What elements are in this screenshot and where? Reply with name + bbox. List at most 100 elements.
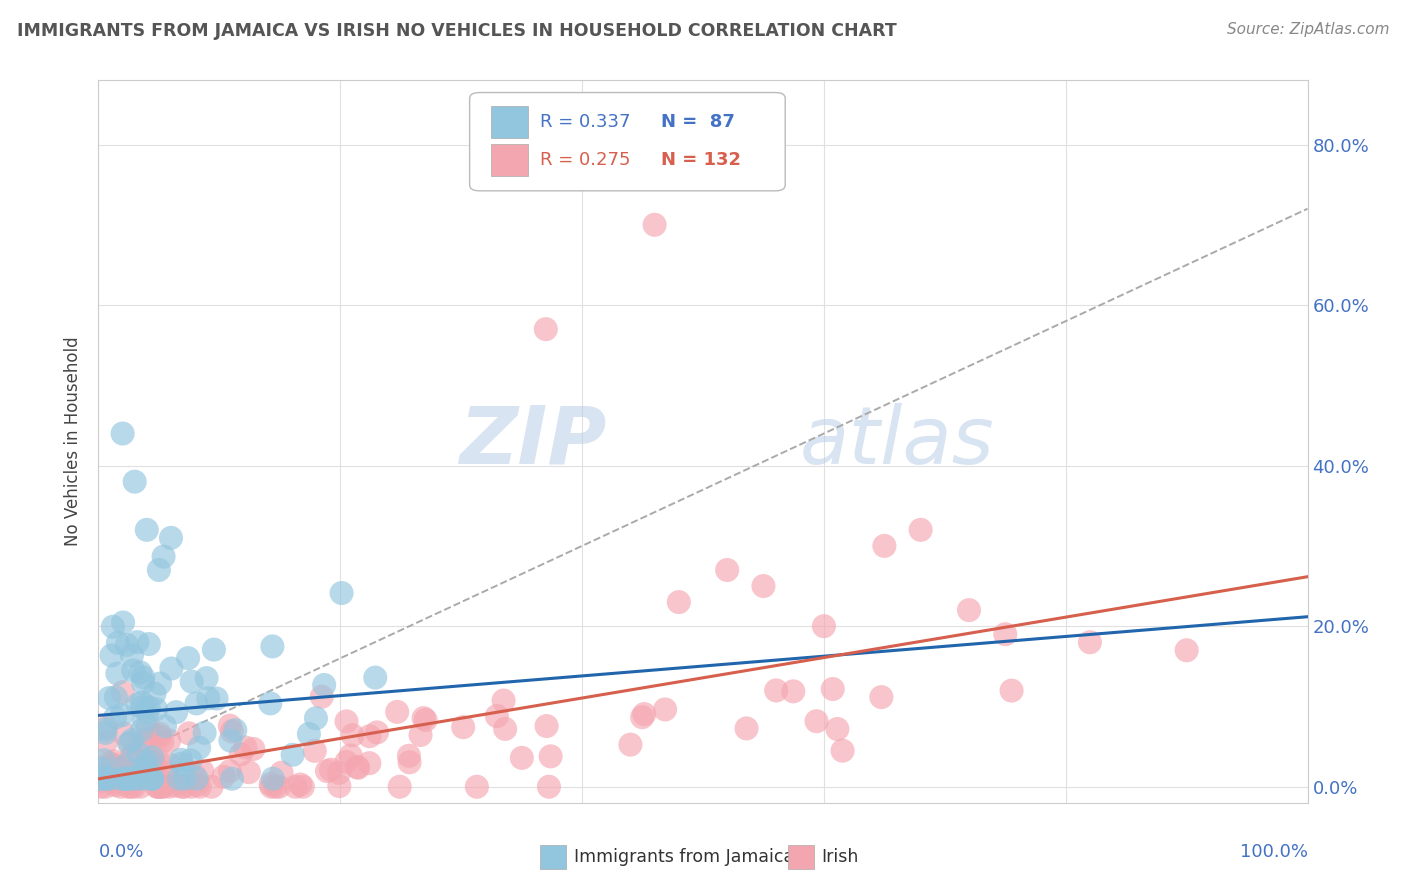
Point <box>103 754 125 768</box>
Text: Immigrants from Jamaica: Immigrants from Jamaica <box>574 848 794 866</box>
Point <box>104 711 127 725</box>
Point <box>200 780 222 794</box>
Point <box>148 780 170 794</box>
Point <box>145 767 167 781</box>
Point <box>342 728 364 742</box>
Point <box>262 640 284 654</box>
Point <box>100 648 122 663</box>
Text: N =  87: N = 87 <box>661 113 734 131</box>
Point <box>131 695 153 709</box>
Point <box>94 726 117 740</box>
Point <box>184 769 207 783</box>
Point <box>170 753 193 767</box>
Point <box>260 777 283 791</box>
Point <box>537 780 560 794</box>
Point <box>485 709 508 723</box>
Point <box>328 779 350 793</box>
Point <box>90 780 112 794</box>
Y-axis label: No Vehicles in Household: No Vehicles in Household <box>65 336 83 547</box>
Point <box>644 218 666 232</box>
Point <box>141 750 163 764</box>
Point <box>148 563 170 577</box>
Point <box>827 722 849 736</box>
Point <box>870 690 893 705</box>
Point <box>260 780 283 794</box>
Point <box>146 780 169 794</box>
Point <box>170 756 193 771</box>
Point <box>221 724 243 739</box>
Bar <box>787 846 814 869</box>
Point <box>316 764 339 778</box>
Point <box>97 772 120 786</box>
Point <box>131 764 153 779</box>
Point <box>409 728 432 742</box>
Point <box>124 763 146 777</box>
Point <box>127 772 149 786</box>
Point <box>160 531 183 545</box>
Point <box>412 711 434 725</box>
Point <box>157 733 180 747</box>
Point <box>654 702 676 716</box>
Point <box>101 620 124 634</box>
Point <box>136 706 159 720</box>
Point <box>142 772 165 786</box>
Point <box>304 744 326 758</box>
Point <box>143 758 166 772</box>
Point <box>101 761 124 775</box>
Point <box>197 691 219 706</box>
Point <box>290 778 312 792</box>
Point <box>121 749 143 764</box>
Point <box>141 772 163 786</box>
Point <box>619 738 641 752</box>
Point <box>125 770 148 784</box>
Point <box>259 697 281 711</box>
Point <box>91 772 114 786</box>
Point <box>314 678 336 692</box>
Point <box>534 322 557 336</box>
Point <box>118 736 141 750</box>
Point <box>107 636 129 650</box>
Point <box>141 772 163 786</box>
Text: IMMIGRANTS FROM JAMAICA VS IRISH NO VEHICLES IN HOUSEHOLD CORRELATION CHART: IMMIGRANTS FROM JAMAICA VS IRISH NO VEHI… <box>17 22 897 40</box>
Point <box>328 765 350 780</box>
Point <box>1000 683 1022 698</box>
Point <box>124 475 146 489</box>
Point <box>806 714 828 729</box>
Text: Irish: Irish <box>821 848 859 866</box>
Point <box>264 780 287 794</box>
Point <box>165 705 187 719</box>
Point <box>291 780 314 794</box>
Point <box>319 763 342 777</box>
Point <box>112 772 135 786</box>
Point <box>134 764 156 778</box>
Point <box>149 676 172 690</box>
Point <box>111 708 134 723</box>
Point <box>180 674 202 689</box>
Point <box>153 719 176 733</box>
Point <box>335 714 357 729</box>
Point <box>129 665 152 680</box>
Point <box>143 687 166 701</box>
Point <box>415 713 437 727</box>
Point <box>173 772 195 786</box>
Point <box>118 772 141 786</box>
Point <box>156 766 179 780</box>
Point <box>494 722 516 736</box>
Point <box>145 702 167 716</box>
Point <box>134 732 156 747</box>
Bar <box>540 846 567 869</box>
Point <box>165 779 187 793</box>
Text: R = 0.337: R = 0.337 <box>540 113 630 131</box>
Point <box>229 747 252 762</box>
Point <box>104 690 127 705</box>
Point <box>782 684 804 698</box>
Point <box>831 744 853 758</box>
Point <box>194 726 217 740</box>
Point <box>1078 635 1101 649</box>
Point <box>134 734 156 748</box>
Point <box>398 748 420 763</box>
Point <box>186 772 208 786</box>
Point <box>735 722 758 736</box>
Point <box>167 772 190 786</box>
Point <box>149 727 172 741</box>
